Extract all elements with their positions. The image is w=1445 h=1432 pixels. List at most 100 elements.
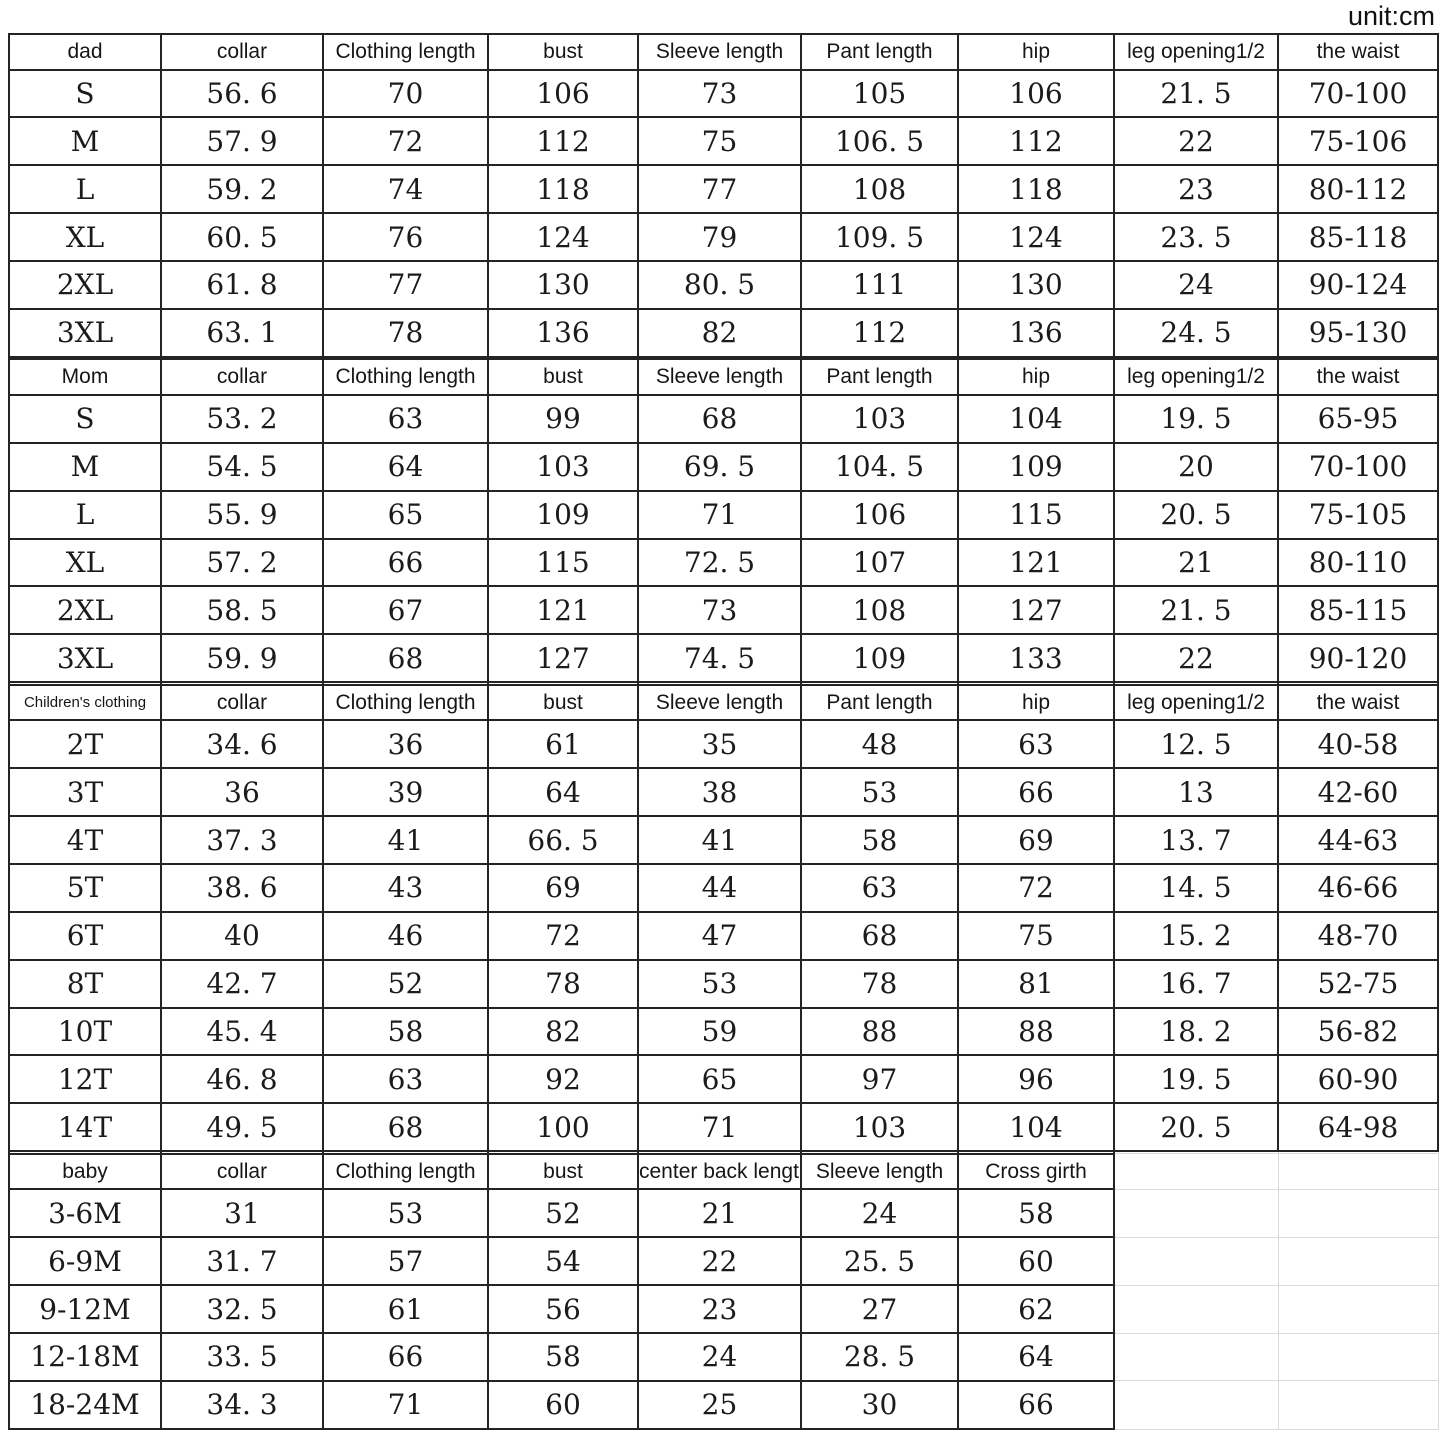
value-cell: 70-100 [1277,68,1439,119]
table-row: 8T 42. 7 52 78 53 78 81 16. 7 52-75 [8,958,1439,1009]
value-cell: 36 [160,767,324,818]
value-cell: 100 [487,1102,639,1153]
column-header: the waist [1277,683,1439,722]
value-cell: 127 [957,585,1115,636]
value-cell: 106 [800,489,959,540]
column-header: leg opening1/2 [1113,33,1279,71]
value-cell: 52 [322,958,489,1009]
value-cell: 115 [487,537,639,588]
value-cell: 75 [957,910,1115,961]
value-cell: 99 [487,393,639,444]
value-cell: 75-106 [1277,116,1439,167]
value-cell: 16. 7 [1113,958,1279,1009]
value-cell: 130 [957,259,1115,310]
value-cell: 78 [800,958,959,1009]
column-header: Sleeve length [637,683,802,722]
size-cell: 6T [8,910,162,961]
column-header: bust [487,33,639,71]
table-row: XL 57. 2 66 115 72. 5 107 121 21 80-110 [8,537,1439,588]
size-cell: 3XL [8,307,162,358]
size-cell: 12-18M [8,1332,162,1382]
value-cell: 14. 5 [1113,863,1279,913]
value-cell: 23. 5 [1113,212,1279,262]
ghost-cell [1113,1332,1279,1382]
value-cell: 12. 5 [1113,719,1279,770]
size-cell: XL [8,537,162,588]
size-cell: 12T [8,1054,162,1105]
value-cell: 23 [1113,164,1279,215]
value-cell: 41 [637,815,802,865]
value-cell: 22 [637,1236,802,1287]
table-row: S 53. 2 63 99 68 103 104 19. 5 65-95 [8,393,1439,444]
column-header: leg opening1/2 [1113,358,1279,396]
value-cell: 82 [637,307,802,358]
value-cell: 31 [160,1188,324,1239]
value-cell: 59 [637,1006,802,1057]
value-cell: 72. 5 [637,537,802,588]
value-cell: 19. 5 [1113,393,1279,444]
value-cell: 64-98 [1277,1102,1439,1153]
column-header: bust [487,358,639,396]
value-cell: 103 [487,441,639,492]
value-cell: 136 [957,307,1115,358]
table-row: 5T 38. 6 43 69 44 63 72 14. 5 46-66 [8,863,1439,913]
value-cell: 74. 5 [637,633,802,684]
value-cell: 78 [322,307,489,358]
value-cell: 108 [800,164,959,215]
value-cell: 73 [637,68,802,119]
value-cell: 62 [957,1284,1115,1335]
value-cell: 21. 5 [1113,68,1279,119]
value-cell: 109 [800,633,959,684]
value-cell: 53 [322,1188,489,1239]
value-cell: 18. 2 [1113,1006,1279,1057]
value-cell: 40 [160,910,324,961]
value-cell: 124 [487,212,639,262]
value-cell: 46. 8 [160,1054,324,1105]
value-cell: 136 [487,307,639,358]
value-cell: 76 [322,212,489,262]
column-header: center back length [637,1152,802,1191]
section-label: Mom [8,358,162,396]
column-header: Clothing length [322,1152,489,1191]
size-cell: 18-24M [8,1379,162,1431]
value-cell: 53. 2 [160,393,324,444]
value-cell: 104 [957,393,1115,444]
value-cell: 21. 5 [1113,585,1279,636]
value-cell: 20. 5 [1113,489,1279,540]
value-cell: 121 [957,537,1115,588]
value-cell: 56 [487,1284,639,1335]
value-cell: 121 [487,585,639,636]
value-cell: 46 [322,910,489,961]
column-header: leg opening1/2 [1113,683,1279,722]
value-cell: 25. 5 [800,1236,959,1287]
value-cell: 32. 5 [160,1284,324,1335]
size-cell: 8T [8,958,162,1009]
value-cell: 133 [957,633,1115,684]
value-cell: 22 [1113,116,1279,167]
column-header: Sleeve length [800,1152,959,1191]
value-cell: 53 [637,958,802,1009]
column-header: the waist [1277,358,1439,396]
unit-label: unit:cm [1347,1,1435,31]
value-cell: 60 [957,1236,1115,1287]
value-cell: 90-120 [1277,633,1439,684]
value-cell: 23 [637,1284,802,1335]
value-cell: 58 [957,1188,1115,1239]
value-cell: 30 [800,1379,959,1431]
table-row: 2XL 58. 5 67 121 73 108 127 21. 5 85-115 [8,585,1439,636]
ghost-cell [1113,1380,1279,1430]
value-cell: 81 [957,958,1115,1009]
value-cell: 28. 5 [800,1332,959,1382]
section-label: baby [8,1152,162,1191]
value-cell: 75-105 [1277,489,1439,540]
value-cell: 71 [637,489,802,540]
value-cell: 34. 3 [160,1379,324,1431]
size-cell: 10T [8,1006,162,1057]
column-header: Sleeve length [637,33,802,71]
value-cell: 33. 5 [160,1332,324,1382]
value-cell: 72 [957,863,1115,913]
table-row: 3XL 59. 9 68 127 74. 5 109 133 22 90-120 [8,633,1439,684]
value-cell: 106 [487,68,639,119]
value-cell: 37. 3 [160,815,324,865]
